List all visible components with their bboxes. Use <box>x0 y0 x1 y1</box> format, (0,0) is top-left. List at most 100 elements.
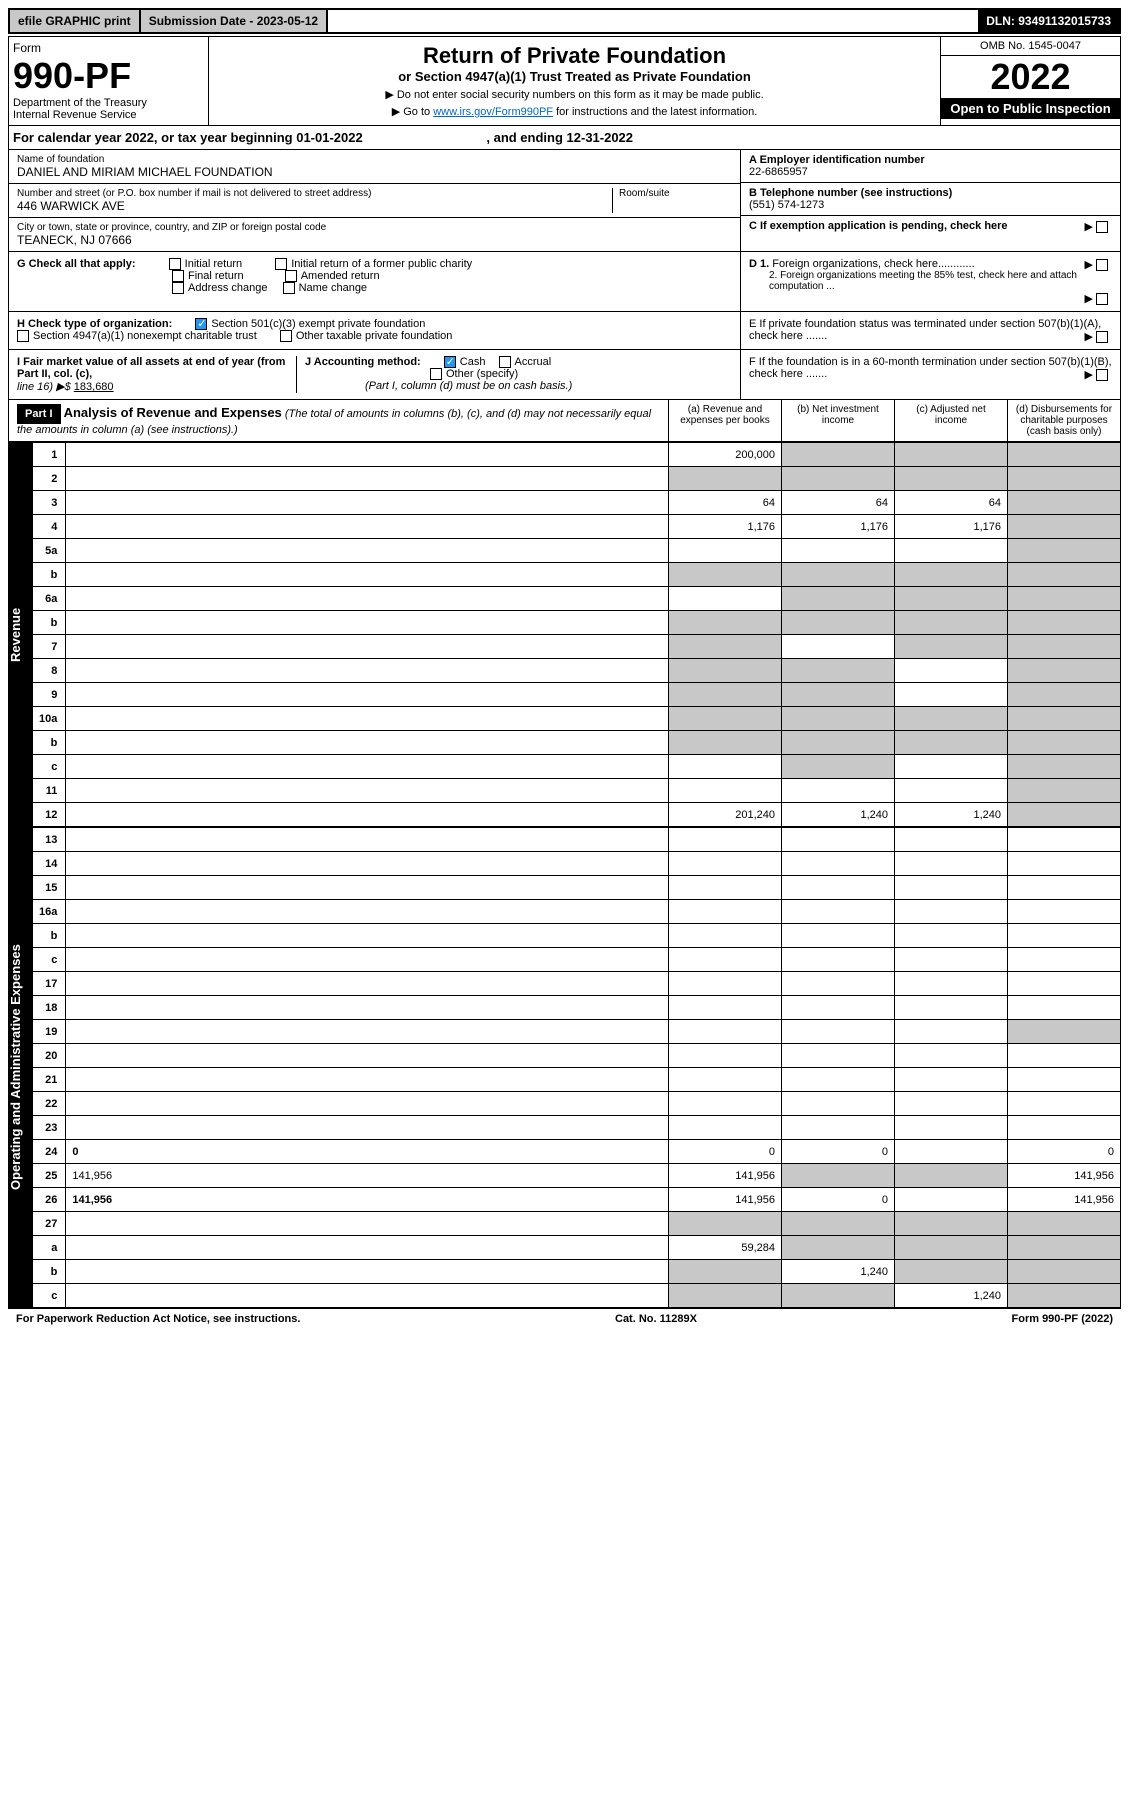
table-row: 15 <box>33 876 1121 900</box>
col-c-head: (c) Adjusted net income <box>894 400 1007 441</box>
table-row: c <box>33 948 1121 972</box>
table-row: 23 <box>33 1116 1121 1140</box>
table-row: b <box>33 563 1121 587</box>
e-label: E If private foundation status was termi… <box>749 318 1101 342</box>
name-label: Name of foundation <box>17 154 732 165</box>
table-row: b <box>33 611 1121 635</box>
note-2: ▶ Go to www.irs.gov/Form990PF for instru… <box>215 105 934 118</box>
table-row: 240 0 0 0 <box>33 1140 1121 1164</box>
calendar-year: For calendar year 2022, or tax year begi… <box>8 126 1121 150</box>
table-row: 12 201,240 1,240 1,240 <box>33 803 1121 827</box>
form-number: 990-PF <box>13 55 204 97</box>
name-change-cb[interactable] <box>283 282 295 294</box>
ein: 22-6865957 <box>749 166 1112 178</box>
table-row: 18 <box>33 996 1121 1020</box>
table-row: 4 1,176 1,176 1,176 <box>33 515 1121 539</box>
table-row: 7 <box>33 635 1121 659</box>
table-row: 1 200,000 <box>33 443 1121 467</box>
note-1: ▶ Do not enter social security numbers o… <box>215 88 934 101</box>
footer-right: Form 990-PF (2022) <box>1012 1313 1114 1325</box>
final-return-cb[interactable] <box>172 270 184 282</box>
g-label: G Check all that apply: <box>17 258 136 270</box>
table-row: 25141,956 141,956 141,956 <box>33 1164 1121 1188</box>
table-row: 26141,956 141,956 0 141,956 <box>33 1188 1121 1212</box>
efile-label: efile GRAPHIC print <box>10 10 141 32</box>
c-label: C If exemption application is pending, c… <box>749 220 1008 232</box>
f-label: F If the foundation is in a 60-month ter… <box>749 356 1112 380</box>
d2-cb[interactable] <box>1096 293 1108 305</box>
part-1-header: Part I Analysis of Revenue and Expenses … <box>8 400 1121 442</box>
table-row: 13 <box>33 828 1121 852</box>
table-row: 3 64 64 64 <box>33 491 1121 515</box>
city-label: City or town, state or province, country… <box>17 222 732 233</box>
omb-number: OMB No. 1545-0047 <box>941 37 1120 56</box>
revenue-section: Revenue 1 200,000 2 3 64 64 64 4 1,176 1… <box>8 442 1121 827</box>
expenses-table: 13 14 15 16a b c 17 <box>32 827 1121 1308</box>
dln: DLN: 93491132015733 <box>978 10 1119 32</box>
table-row: b <box>33 924 1121 948</box>
instructions-link[interactable]: www.irs.gov/Form990PF <box>433 106 553 118</box>
table-row: 16a <box>33 900 1121 924</box>
footer-mid: Cat. No. 11289X <box>615 1313 697 1325</box>
part-1-label: Part I <box>17 404 61 424</box>
phone-label: B Telephone number (see instructions) <box>749 187 1112 199</box>
expenses-section: Operating and Administrative Expenses 13… <box>8 827 1121 1308</box>
table-row: 22 <box>33 1092 1121 1116</box>
form-title: Return of Private Foundation <box>215 43 934 69</box>
addr-change-cb[interactable] <box>172 282 184 294</box>
dept: Department of the Treasury <box>13 97 204 109</box>
d1-cb[interactable] <box>1096 259 1108 271</box>
part-1-title: Analysis of Revenue and Expenses <box>64 405 282 420</box>
cash-cb[interactable] <box>444 356 456 368</box>
table-row: 9 <box>33 683 1121 707</box>
initial-return-cb[interactable] <box>169 258 181 270</box>
f-cb[interactable] <box>1096 369 1108 381</box>
footer-left: For Paperwork Reduction Act Notice, see … <box>16 1313 300 1325</box>
accrual-cb[interactable] <box>499 356 511 368</box>
form-subtitle: or Section 4947(a)(1) Trust Treated as P… <box>215 69 934 84</box>
e-cb[interactable] <box>1096 331 1108 343</box>
table-row: 27 <box>33 1212 1121 1236</box>
top-bar: efile GRAPHIC print Submission Date - 20… <box>8 8 1121 34</box>
table-row: b 1,240 <box>33 1260 1121 1284</box>
ein-label: A Employer identification number <box>749 154 1112 166</box>
other-method-cb[interactable] <box>430 368 442 380</box>
revenue-label: Revenue <box>8 442 32 827</box>
submission-date: Submission Date - 2023-05-12 <box>141 10 328 32</box>
i-line: line 16) ▶$ <box>17 381 74 393</box>
address: 446 WARWICK AVE <box>17 199 612 213</box>
amended-cb[interactable] <box>285 270 297 282</box>
initial-former-cb[interactable] <box>275 258 287 270</box>
table-row: 2 <box>33 467 1121 491</box>
table-row: 14 <box>33 852 1121 876</box>
section-h-e: H Check type of organization: Section 50… <box>8 312 1121 350</box>
other-tax-cb[interactable] <box>280 330 292 342</box>
foundation-name: DANIEL AND MIRIAM MICHAEL FOUNDATION <box>17 165 732 179</box>
table-row: 6a <box>33 587 1121 611</box>
table-row: 8 <box>33 659 1121 683</box>
table-row: 5a <box>33 539 1121 563</box>
table-row: 11 <box>33 779 1121 803</box>
room-label: Room/suite <box>619 188 732 199</box>
irs: Internal Revenue Service <box>13 109 204 121</box>
s501-cb[interactable] <box>195 318 207 330</box>
c-checkbox[interactable] <box>1096 221 1108 233</box>
table-row: 17 <box>33 972 1121 996</box>
d2-label: 2. Foreign organizations meeting the 85%… <box>749 270 1112 292</box>
section-g-d: G Check all that apply: Initial return I… <box>8 252 1121 312</box>
i-label: I Fair market value of all assets at end… <box>17 356 285 380</box>
page-footer: For Paperwork Reduction Act Notice, see … <box>8 1308 1121 1329</box>
s4947-cb[interactable] <box>17 330 29 342</box>
col-a-head: (a) Revenue and expenses per books <box>668 400 781 441</box>
j-note: (Part I, column (d) must be on cash basi… <box>365 380 572 392</box>
form-header: Form 990-PF Department of the Treasury I… <box>8 36 1121 126</box>
table-row: 21 <box>33 1068 1121 1092</box>
table-row: c <box>33 755 1121 779</box>
table-row: 19 <box>33 1020 1121 1044</box>
section-i-j-f: I Fair market value of all assets at end… <box>8 350 1121 400</box>
table-row: b <box>33 731 1121 755</box>
col-b-head: (b) Net investment income <box>781 400 894 441</box>
tax-year: 2022 <box>941 56 1120 98</box>
form-label: Form <box>13 41 204 55</box>
city: TEANECK, NJ 07666 <box>17 233 732 247</box>
